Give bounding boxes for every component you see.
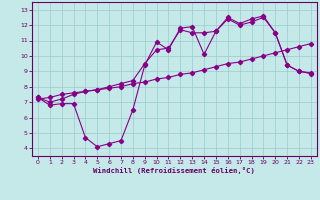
X-axis label: Windchill (Refroidissement éolien,°C): Windchill (Refroidissement éolien,°C): [93, 167, 255, 174]
